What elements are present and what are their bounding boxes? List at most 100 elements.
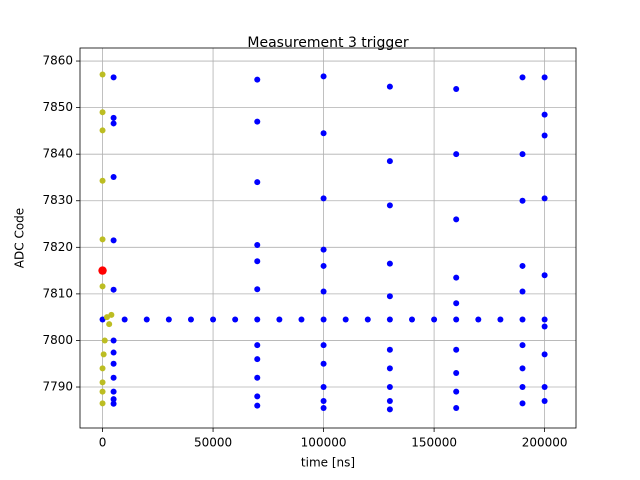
point: [386, 365, 393, 372]
point: [320, 262, 327, 269]
y-tick-label: 7810: [42, 286, 73, 300]
point: [386, 293, 393, 300]
point: [541, 323, 548, 330]
point: [519, 400, 526, 407]
point: [110, 400, 117, 407]
point: [431, 316, 438, 323]
point: [210, 316, 217, 323]
point: [99, 388, 106, 395]
point: [453, 151, 460, 158]
point: [519, 262, 526, 269]
point: [298, 316, 305, 323]
y-tick-label: 7790: [42, 380, 73, 394]
point: [408, 316, 415, 323]
point: [99, 127, 106, 134]
point: [165, 316, 172, 323]
point: [254, 356, 261, 363]
point: [386, 397, 393, 404]
point: [121, 316, 128, 323]
point: [254, 258, 261, 265]
point: [453, 404, 460, 411]
point: [100, 351, 107, 358]
chart-title: Measurement 3 trigger: [247, 35, 408, 51]
point: [541, 195, 548, 202]
point: [254, 393, 261, 400]
point: [276, 316, 283, 323]
x-tick-label: 150000: [411, 436, 457, 450]
point: [519, 316, 526, 323]
point: [254, 402, 261, 409]
point: [519, 342, 526, 349]
point: [453, 346, 460, 353]
point: [187, 316, 194, 323]
point: [254, 76, 261, 83]
point: [519, 288, 526, 295]
point: [99, 400, 106, 407]
point: [254, 241, 261, 248]
point: [254, 316, 261, 323]
point: [110, 173, 117, 180]
point: [320, 404, 327, 411]
point: [541, 272, 548, 279]
point: [110, 349, 117, 356]
plot-frame: [79, 47, 577, 429]
x-tick-label: 50000: [194, 436, 232, 450]
point: [386, 346, 393, 353]
point: [519, 365, 526, 372]
point: [453, 316, 460, 323]
point: [386, 316, 393, 323]
point: [254, 118, 261, 125]
point: [519, 74, 526, 81]
point: [99, 177, 106, 184]
point: [143, 316, 150, 323]
point: [320, 246, 327, 253]
point: [110, 396, 117, 403]
y-tick-label: 7850: [42, 100, 73, 114]
point: [519, 384, 526, 391]
point: [99, 71, 106, 78]
point: [541, 132, 548, 139]
point: [453, 216, 460, 223]
point: [386, 260, 393, 267]
point: [475, 316, 482, 323]
point: [519, 197, 526, 204]
y-tick-label: 7860: [42, 54, 73, 68]
point: [320, 384, 327, 391]
point: [453, 388, 460, 395]
point: [541, 351, 548, 358]
point: [386, 202, 393, 209]
point: [110, 337, 117, 344]
point: [110, 360, 117, 367]
point: [99, 236, 106, 243]
point: [110, 388, 117, 395]
point: [320, 397, 327, 404]
point: [108, 311, 115, 318]
point: [519, 151, 526, 158]
point: [453, 85, 460, 92]
point: [320, 195, 327, 202]
point: [320, 130, 327, 137]
point: [386, 384, 393, 391]
x-axis-label: time [ns]: [301, 456, 355, 470]
x-tick-label: 200000: [522, 436, 568, 450]
point: [386, 406, 393, 413]
point: [110, 114, 117, 121]
point: [232, 316, 239, 323]
point: [254, 179, 261, 186]
y-tick-label: 7840: [42, 147, 73, 161]
point: [541, 397, 548, 404]
y-tick-label: 7800: [42, 333, 73, 347]
point: [99, 365, 106, 372]
point: [541, 384, 548, 391]
point: [541, 316, 548, 323]
point: [364, 316, 371, 323]
x-tick-label: 100000: [301, 436, 347, 450]
point: [453, 370, 460, 377]
y-tick-label: 7830: [42, 193, 73, 207]
point: [386, 83, 393, 90]
point: [101, 337, 108, 344]
point: [541, 74, 548, 81]
point: [98, 266, 107, 275]
point: [320, 288, 327, 295]
